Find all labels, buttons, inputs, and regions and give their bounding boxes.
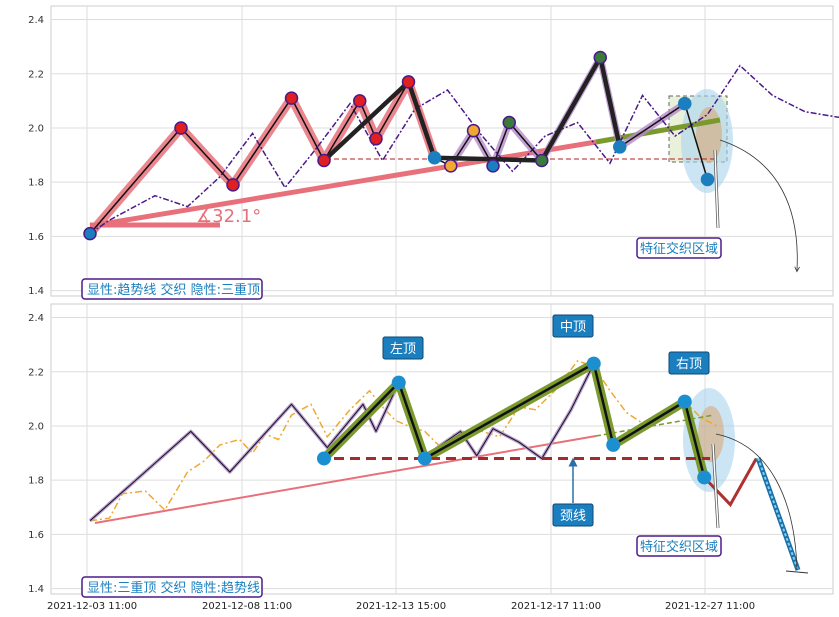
y-tick-label: 1.4 bbox=[28, 286, 44, 297]
y-tick-label: 2.4 bbox=[28, 313, 44, 324]
callout-right-top: 右顶 bbox=[668, 351, 710, 375]
pivot-marker bbox=[535, 153, 549, 168]
right-top-label: 右顶 bbox=[676, 357, 702, 372]
pivot-marker bbox=[369, 132, 383, 146]
bottom-dashdot-series bbox=[89, 360, 718, 522]
bottom-trendline-extension bbox=[595, 414, 715, 437]
top-trendline bbox=[89, 139, 597, 229]
bottom-legend-box bbox=[81, 576, 263, 598]
callout-neckline: 颈线 bbox=[552, 503, 594, 527]
mid-top-label: 中顶 bbox=[560, 320, 586, 335]
x-tick-label: 2021-12-17 11:00 bbox=[511, 601, 601, 612]
bottom-projection bbox=[755, 457, 801, 571]
y-tick-label: 1.8 bbox=[28, 178, 44, 189]
pattern-point-marker bbox=[586, 356, 601, 371]
bottom-curved-arrow bbox=[715, 433, 798, 571]
pattern-point-marker bbox=[317, 451, 331, 466]
bottom-zone-label-box bbox=[636, 535, 722, 557]
bottom-target-mark bbox=[785, 570, 809, 574]
y-tick-label: 2.4 bbox=[28, 15, 44, 26]
pattern-point-marker bbox=[417, 451, 432, 466]
pivot-marker bbox=[401, 75, 416, 89]
bottom-trendline bbox=[94, 435, 597, 524]
pivot-marker bbox=[502, 115, 516, 130]
x-tick-label: 2021-12-03 11:00 bbox=[47, 601, 137, 612]
pivot-marker bbox=[613, 140, 627, 154]
top-legend-label: 显性:趋势线 交织 隐性:三重顶 bbox=[87, 282, 260, 298]
bottom-panel: 左顶 中顶 右顶 颈线 特征交织区域 显性:三重顶 交织 隐性:趋势线 bbox=[81, 314, 809, 598]
bottom-legend-label: 显性:三重顶 交织 隐性:趋势线 bbox=[87, 580, 260, 596]
pivot-marker bbox=[427, 151, 442, 165]
pivot-marker bbox=[317, 153, 331, 168]
bottom-breakdown-line bbox=[703, 457, 758, 508]
y-tick-label: 2.0 bbox=[28, 421, 44, 432]
neckline-label: 颈线 bbox=[560, 509, 586, 524]
pivot-marker bbox=[486, 159, 500, 173]
pivot-marker bbox=[466, 123, 481, 138]
bottom-zone-core bbox=[698, 406, 724, 462]
top-zone-label: 特征交织区域 bbox=[640, 241, 718, 257]
pivot-marker bbox=[226, 178, 240, 192]
pivot-marker bbox=[284, 91, 299, 105]
bottom-zone-label: 特征交织区域 bbox=[640, 539, 718, 555]
x-tick-label: 2021-12-08 11:00 bbox=[202, 601, 292, 612]
y-tick-label: 2.2 bbox=[28, 367, 44, 378]
top-legend-box bbox=[81, 278, 263, 300]
pivot-marker bbox=[593, 50, 607, 65]
y-tick-label: 2.0 bbox=[28, 123, 44, 134]
pivot-marker bbox=[678, 96, 692, 111]
pivot-marker bbox=[83, 226, 97, 241]
x-tick-label: 2021-12-27 11:00 bbox=[665, 601, 755, 612]
y-tick-label: 1.8 bbox=[28, 476, 44, 487]
pivot-marker bbox=[353, 94, 367, 108]
callout-left-top: 左顶 bbox=[382, 336, 424, 360]
pattern-point-marker bbox=[677, 394, 692, 409]
y-tick-label: 2.2 bbox=[28, 69, 44, 80]
x-tick-label: 2021-12-13 15:00 bbox=[356, 601, 446, 612]
y-tick-label: 1.6 bbox=[28, 530, 44, 541]
top-zone-pointer-inner bbox=[714, 149, 719, 229]
top-dashdot-series bbox=[89, 64, 839, 235]
left-top-label: 左顶 bbox=[390, 342, 416, 357]
top-panel: ∡32.1° 特征交织区域 显性:趋势线 交织 隐性:三重顶 bbox=[81, 50, 839, 300]
pattern-point-marker bbox=[606, 437, 621, 452]
bottom-zone-pointer-inner bbox=[712, 443, 719, 529]
y-tick-label: 1.6 bbox=[28, 232, 44, 243]
pattern-point-marker bbox=[697, 470, 712, 485]
top-zone-label-box bbox=[636, 237, 722, 259]
pattern-point-marker bbox=[391, 375, 406, 390]
callout-mid-top: 中顶 bbox=[552, 314, 594, 338]
top-bold-triple-top bbox=[322, 55, 622, 163]
angle-label: ∡32.1° bbox=[196, 206, 261, 227]
pivot-marker bbox=[700, 172, 715, 187]
pivot-marker bbox=[174, 121, 188, 135]
y-tick-label: 1.4 bbox=[28, 584, 44, 595]
top-curved-arrow bbox=[719, 139, 797, 270]
pivot-marker bbox=[444, 159, 458, 173]
